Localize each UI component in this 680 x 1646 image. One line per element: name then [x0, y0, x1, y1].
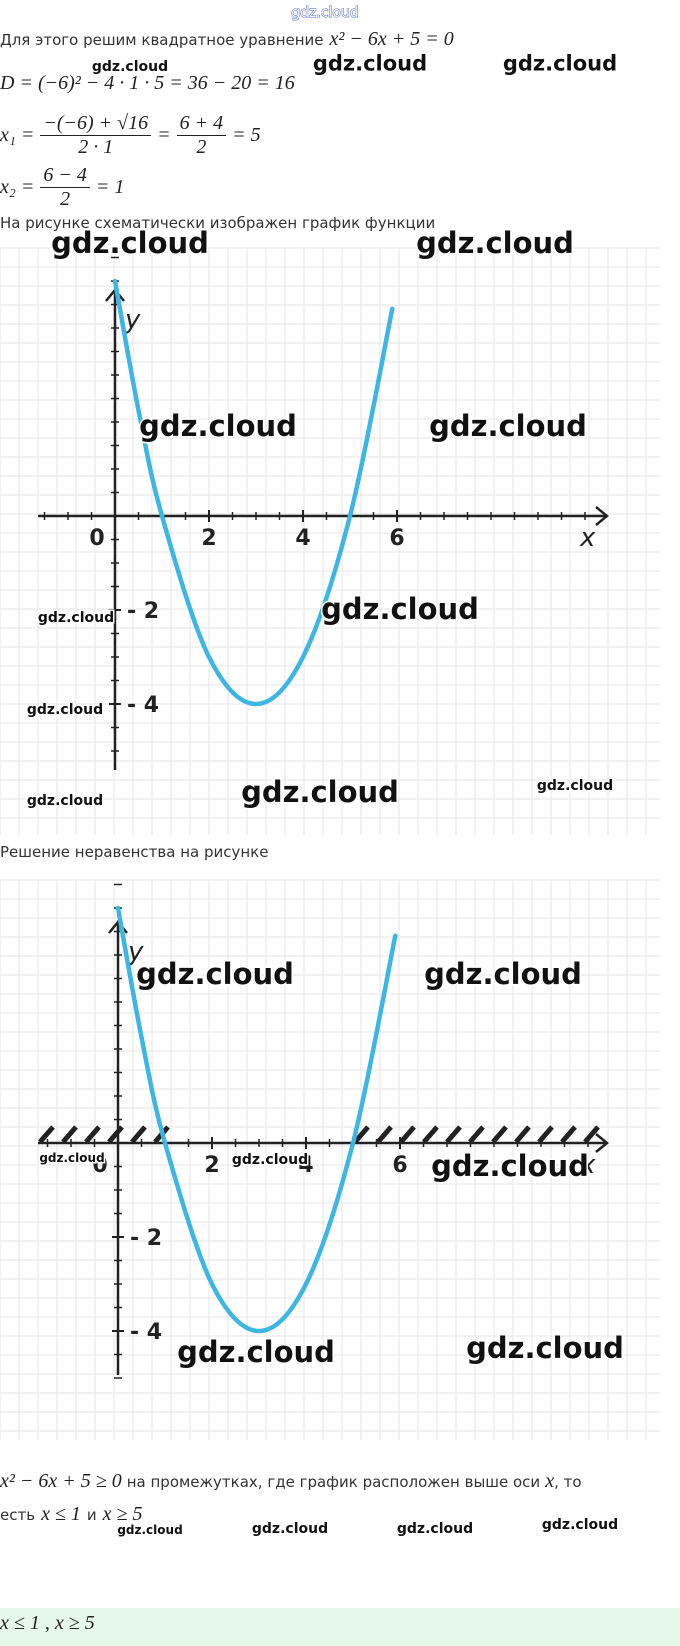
hatch — [353, 1125, 370, 1144]
hatch — [38, 1125, 55, 1144]
y-tick-label: - 2 — [127, 599, 159, 624]
denominator: 2 — [60, 188, 71, 210]
watermark: gdz.cloud — [397, 1521, 473, 1537]
numerator: 6 + 4 — [176, 112, 227, 136]
hatch — [107, 1125, 124, 1144]
condition: x ≤ 1 — [41, 1503, 81, 1525]
watermark: gdz.cloud — [27, 793, 103, 809]
intro-line: Для этого решим квадратное уравнение x² … — [0, 28, 454, 51]
x-tick-label: 6 — [389, 526, 404, 551]
numerator: −(−6) + √16 — [40, 112, 152, 136]
inequality: x² − 6x + 5 ≥ 0 — [0, 1470, 122, 1492]
conclusion-line: есть x ≤ 1 и x ≥ 5 — [0, 1503, 143, 1526]
equals: = — [157, 124, 171, 146]
watermark: gdz.cloud — [232, 1152, 308, 1168]
watermark: gdz.cloud — [177, 1335, 335, 1369]
y-tick-label: - 2 — [130, 1226, 162, 1251]
hatch — [130, 1125, 147, 1144]
watermark: gdz.cloud — [503, 51, 617, 75]
x-tick-label: 4 — [295, 526, 310, 551]
text: , то — [554, 1472, 582, 1491]
x-tick-label: 0 — [89, 526, 104, 551]
condition: x ≥ 5 — [102, 1503, 143, 1525]
x-axis-label: x — [579, 523, 596, 553]
discriminant: D = (−6)² − 4 · 1 · 5 = 36 − 20 = 16 — [0, 72, 295, 94]
y-tick-label: - 4 — [127, 693, 159, 718]
hatch — [468, 1125, 485, 1144]
hatch — [491, 1125, 508, 1144]
watermark: gdz.cloud — [139, 409, 297, 443]
x-axis-label: x — [579, 1150, 596, 1180]
watermark: gdz.cloud — [136, 957, 294, 991]
x-arrow — [595, 1133, 609, 1153]
text: на промежутках, где график расположен вы… — [126, 1472, 541, 1491]
hatch — [422, 1125, 439, 1144]
x2-lhs: x₂ = — [0, 176, 35, 198]
watermark: gdz.cloud — [537, 778, 613, 794]
answer-box: x ≤ 1 , x ≥ 5 — [0, 1608, 680, 1646]
watermark: gdz.cloud — [51, 226, 209, 260]
watermark: gdz.cloud — [291, 5, 358, 21]
hatch — [445, 1125, 462, 1144]
text: и — [86, 1505, 97, 1524]
watermark: gdz.cloud — [321, 592, 479, 626]
intro-text: Для этого решим квадратное уравнение — [0, 30, 324, 49]
fraction: −(−6) + √16 2 · 1 — [40, 112, 152, 159]
x-tick-label: 0 — [92, 1153, 107, 1178]
hatch — [61, 1125, 78, 1144]
text: есть — [0, 1505, 36, 1524]
axis-name: x — [545, 1470, 555, 1492]
watermark: gdz.cloud — [424, 957, 582, 991]
hatch — [514, 1125, 531, 1144]
graph-caption: На рисунке схематически изображен график… — [0, 214, 436, 232]
watermark: gdz.cloud — [241, 775, 399, 809]
watermark: gdz.cloud — [38, 610, 114, 626]
conclusion-line: x² − 6x + 5 ≥ 0 на промежутках, где граф… — [0, 1470, 582, 1493]
answer: x ≤ 1 , x ≥ 5 — [0, 1612, 95, 1634]
hatch — [537, 1125, 554, 1144]
x-arrow — [595, 506, 609, 526]
y-axis-label: y — [127, 937, 144, 967]
curve — [115, 905, 398, 1334]
watermark: gdz.cloud — [117, 1523, 182, 1537]
hatch — [399, 1125, 416, 1144]
curve — [112, 278, 395, 707]
hatch — [560, 1125, 577, 1144]
result: = 5 — [232, 124, 261, 146]
inequality-caption: Решение неравенства на рисунке — [0, 843, 269, 861]
watermark: gdz.cloud — [466, 1331, 624, 1365]
watermark: gdz.cloud — [416, 226, 574, 260]
equation: x² − 6x + 5 = 0 — [329, 28, 454, 50]
watermark: gdz.cloud — [27, 702, 103, 718]
hatch — [84, 1125, 101, 1144]
watermark: gdz.cloud — [429, 409, 587, 443]
result: = 1 — [95, 176, 125, 198]
y-tick-label: - 4 — [130, 1320, 162, 1345]
hatch — [583, 1125, 600, 1144]
x-tick-label: 6 — [392, 1153, 407, 1178]
denominator: 2 — [196, 136, 207, 158]
x-tick-label: 2 — [204, 1153, 219, 1178]
watermark: gdz.cloud — [39, 1151, 104, 1165]
x1-lhs: x₁ = — [0, 124, 35, 146]
watermark: gdz.cloud — [431, 1149, 589, 1183]
hatch — [376, 1125, 393, 1144]
watermark: gdz.cloud — [252, 1521, 328, 1537]
watermark: gdz.cloud — [542, 1517, 618, 1533]
x-tick-label: 2 — [201, 526, 216, 551]
y-axis-label: y — [124, 305, 141, 335]
watermark: gdz.cloud — [313, 51, 427, 75]
denominator: 2 · 1 — [78, 136, 114, 158]
numerator: 6 − 4 — [40, 164, 90, 188]
watermark: gdz.cloud — [92, 59, 168, 75]
x-tick-label: 4 — [298, 1153, 313, 1178]
